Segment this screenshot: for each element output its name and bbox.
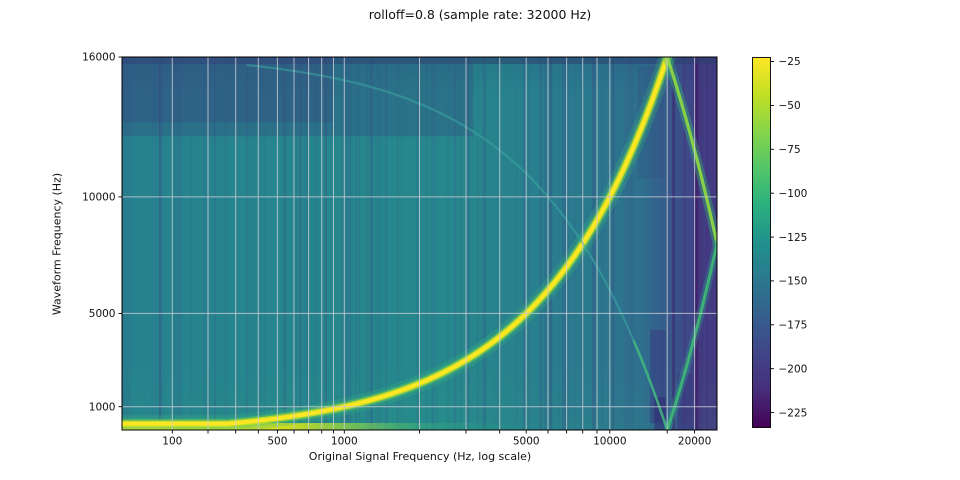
colorbar-gradient (752, 57, 771, 428)
noise-striations (122, 57, 708, 430)
colorbar-tick-label: −50 (779, 100, 801, 112)
colorbar-tick-label: −150 (779, 276, 808, 288)
y-tick-label: 1000 (89, 401, 116, 413)
y-tick-label: 16000 (82, 52, 115, 64)
colorbar-tick-label: −75 (779, 144, 801, 156)
heatmap-area (122, 57, 717, 430)
colorbar-tick-label: −225 (779, 407, 808, 419)
y-tick-labels: 1000 5000 10000 16000 (82, 52, 115, 414)
colorbar-tick-label: −25 (779, 56, 801, 68)
x-tick-label: 20000 (678, 436, 711, 448)
x-ticks (171, 430, 696, 434)
colorbar-tick-label: −100 (779, 188, 808, 200)
mirror_tail-curve (632, 340, 668, 430)
x-tick-label: 1000 (331, 436, 358, 448)
x-tick-label: 500 (267, 436, 287, 448)
colorbar-tick-label: −200 (779, 363, 808, 375)
x-tick-label: 10000 (593, 436, 626, 448)
alias_fold-curve (662, 57, 717, 248)
x-tick-label: 5000 (513, 436, 540, 448)
alias_rise-curve (663, 239, 717, 430)
colorbar: −25 −50 −75 −100 −125 −150 −175 −200 −225 (752, 56, 808, 428)
fundamental-curve (122, 57, 676, 430)
x-tick-label: 100 (162, 436, 182, 448)
chart-title: rolloff=0.8 (sample rate: 32000 Hz) (368, 7, 592, 22)
y-tick-label: 10000 (82, 192, 115, 204)
x-axis-label: Original Signal Frequency (Hz, log scale… (308, 450, 532, 463)
x-tick-labels: 100 500 1000 5000 10000 20000 (162, 436, 711, 448)
colorbar-tick-label: −125 (779, 232, 808, 244)
y-axis-label: Waveform Frequency (Hz) (50, 172, 64, 316)
gridlines (122, 57, 717, 430)
y-ticks (118, 56, 122, 408)
colorbar-tick-label: −175 (779, 320, 808, 332)
y-tick-label: 5000 (89, 308, 116, 320)
